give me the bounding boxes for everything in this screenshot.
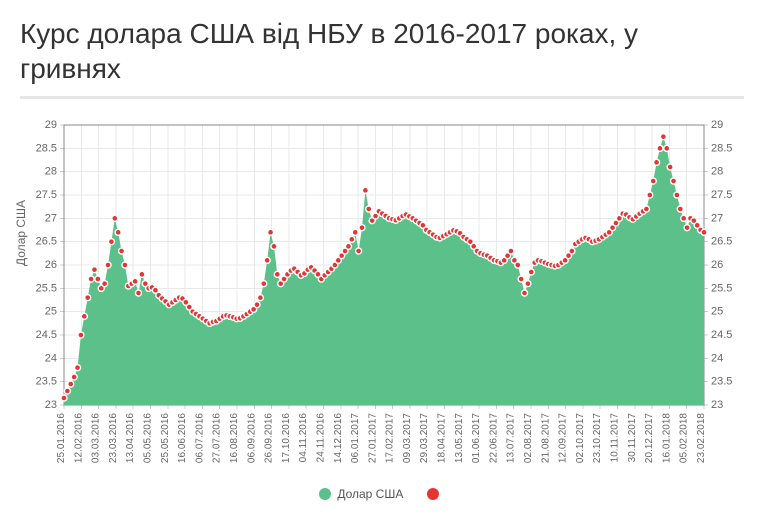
svg-text:30.11.2017: 30.11.2017 <box>627 413 638 463</box>
svg-text:12.09.2017: 12.09.2017 <box>558 413 569 463</box>
svg-text:25: 25 <box>711 306 723 318</box>
svg-text:28: 28 <box>711 166 723 178</box>
svg-text:17.10.2016: 17.10.2016 <box>281 413 292 463</box>
svg-text:24: 24 <box>711 352 723 364</box>
legend-label-area: Долар США <box>337 487 403 501</box>
svg-text:24: 24 <box>45 352 57 364</box>
svg-text:26.5: 26.5 <box>36 236 57 248</box>
legend-item-marker <box>427 488 445 500</box>
svg-text:27.01.2017: 27.01.2017 <box>367 413 378 463</box>
svg-text:23.5: 23.5 <box>36 376 57 388</box>
svg-text:18.04.2017: 18.04.2017 <box>437 413 448 463</box>
svg-text:06.09.2016: 06.09.2016 <box>246 413 257 463</box>
svg-text:23.02.2018: 23.02.2018 <box>696 413 707 463</box>
y-axis-label: Долар США <box>14 200 28 266</box>
svg-text:13.05.2017: 13.05.2017 <box>454 413 465 463</box>
svg-text:02.08.2017: 02.08.2017 <box>523 413 534 463</box>
legend-item-area: Долар США <box>319 487 403 501</box>
svg-text:06.01.2017: 06.01.2017 <box>350 413 361 463</box>
svg-text:09.03.2017: 09.03.2017 <box>402 413 413 463</box>
svg-text:13.04.2016: 13.04.2016 <box>125 413 136 463</box>
svg-text:20.12.2017: 20.12.2017 <box>644 413 655 463</box>
svg-text:05.02.2018: 05.02.2018 <box>679 413 690 463</box>
svg-text:23: 23 <box>45 399 57 411</box>
chart-container: Долар США 232323.523.5242424.524.5252525… <box>20 117 744 481</box>
rate-chart: 23 23 23.5 23.5 24 24 24.5 24.5 25 25 25.5 25.5 26 26… <box>20 117 748 481</box>
svg-text:24.5: 24.5 <box>711 329 732 341</box>
svg-text:14.12.2016: 14.12.2016 <box>333 413 344 463</box>
svg-text:10.11.2017: 10.11.2017 <box>610 413 621 463</box>
svg-text:26: 26 <box>45 259 57 271</box>
svg-text:28: 28 <box>45 166 57 178</box>
svg-text:27.07.2016: 27.07.2016 <box>212 413 223 463</box>
svg-text:29.03.2017: 29.03.2017 <box>419 413 430 463</box>
svg-text:21.08.2017: 21.08.2017 <box>540 413 551 463</box>
svg-text:27: 27 <box>711 212 723 224</box>
svg-text:16.08.2016: 16.08.2016 <box>229 413 240 463</box>
legend-swatch-area <box>319 488 331 500</box>
svg-text:13.07.2017: 13.07.2017 <box>506 413 517 463</box>
svg-text:27.5: 27.5 <box>711 189 732 201</box>
svg-text:25.5: 25.5 <box>711 282 732 294</box>
svg-text:17.02.2017: 17.02.2017 <box>385 413 396 463</box>
svg-text:28.5: 28.5 <box>36 142 57 154</box>
svg-text:16.01.2018: 16.01.2018 <box>661 413 672 463</box>
svg-text:26: 26 <box>711 259 723 271</box>
svg-text:27: 27 <box>45 212 57 224</box>
svg-text:02.10.2017: 02.10.2017 <box>575 413 586 463</box>
svg-text:12.02.2016: 12.02.2016 <box>73 413 84 463</box>
svg-text:29: 29 <box>45 119 57 131</box>
svg-text:27.5: 27.5 <box>36 189 57 201</box>
svg-text:25.05.2016: 25.05.2016 <box>160 413 171 463</box>
svg-text:05.05.2016: 05.05.2016 <box>142 413 153 463</box>
title-divider <box>20 96 744 99</box>
svg-text:25.01.2016: 25.01.2016 <box>56 413 67 463</box>
svg-text:23.5: 23.5 <box>711 376 732 388</box>
svg-text:06.07.2016: 06.07.2016 <box>194 413 205 463</box>
svg-text:04.11.2016: 04.11.2016 <box>298 413 309 463</box>
svg-text:03.03.2016: 03.03.2016 <box>91 413 102 463</box>
svg-text:26.5: 26.5 <box>711 236 732 248</box>
svg-text:23: 23 <box>711 399 723 411</box>
svg-text:28.5: 28.5 <box>711 142 732 154</box>
svg-text:25.5: 25.5 <box>36 282 57 294</box>
svg-text:23.10.2017: 23.10.2017 <box>592 413 603 463</box>
svg-text:23.03.2016: 23.03.2016 <box>108 413 119 463</box>
svg-text:24.11.2016: 24.11.2016 <box>315 413 326 463</box>
svg-text:22.06.2017: 22.06.2017 <box>488 413 499 463</box>
legend: Долар США <box>20 487 744 503</box>
svg-text:16.06.2016: 16.06.2016 <box>177 413 188 463</box>
legend-swatch-marker <box>427 488 439 500</box>
svg-text:29: 29 <box>711 119 723 131</box>
svg-text:26.09.2016: 26.09.2016 <box>264 413 275 463</box>
svg-text:01.06.2017: 01.06.2017 <box>471 413 482 463</box>
svg-text:24.5: 24.5 <box>36 329 57 341</box>
page-title: Курс долара США від НБУ в 2016-2017 рока… <box>20 16 744 86</box>
svg-text:25: 25 <box>45 306 57 318</box>
